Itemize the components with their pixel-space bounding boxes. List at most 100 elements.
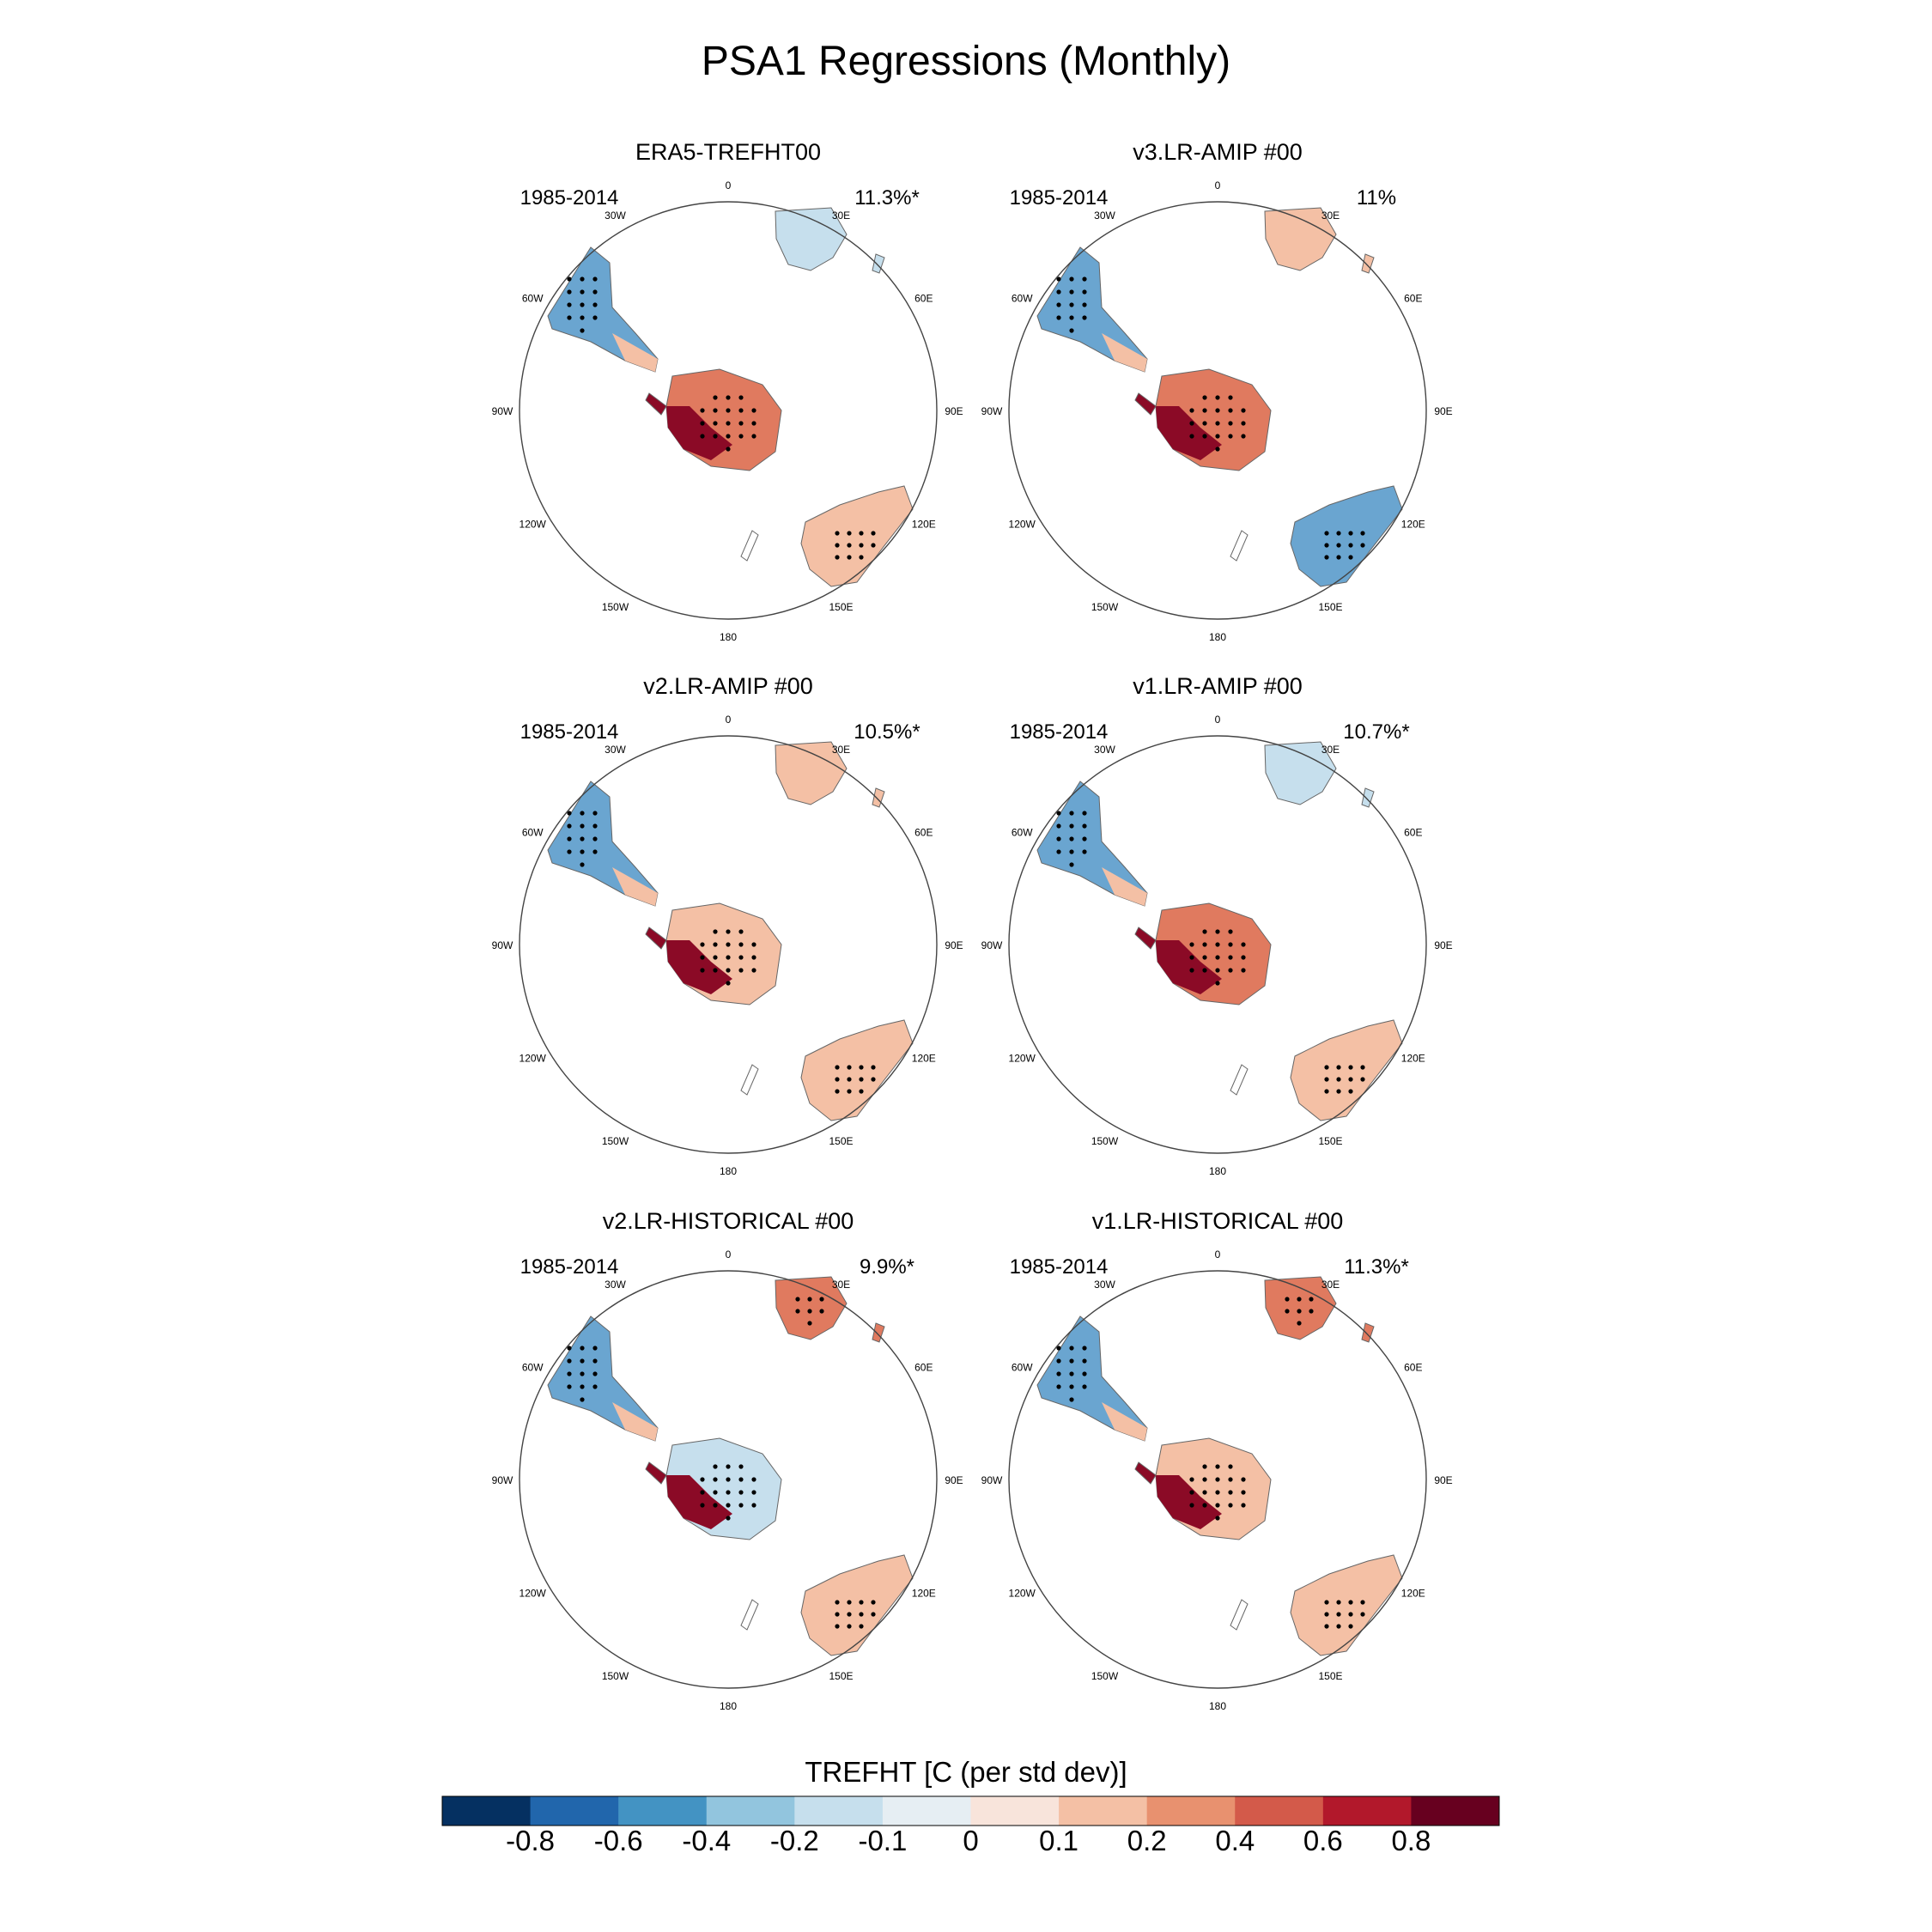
significance-dot [1348, 531, 1353, 536]
panel-1: ERA5-TREFHT00 1985-2014 11.3%* 0 30E 60E 90E 12… [492, 139, 963, 643]
lon-label: 150E [829, 1670, 853, 1682]
significance-dot [1189, 955, 1194, 960]
significance-dot [1082, 823, 1087, 829]
australia [1290, 1554, 1403, 1656]
significance-dot [738, 968, 744, 973]
lon-label: 120W [519, 519, 547, 531]
lon-label: 60E [914, 827, 933, 839]
africa [1264, 1276, 1337, 1340]
significance-dot [567, 836, 572, 841]
significance-dot [847, 1612, 852, 1617]
significance-dot [700, 1490, 705, 1495]
lon-label: 60W [1012, 1362, 1033, 1374]
lon-label: 150E [829, 1135, 853, 1147]
lon-label: 180 [1209, 1700, 1226, 1712]
lon-label: 150W [1091, 1670, 1119, 1682]
significance-dot [738, 1503, 744, 1508]
colorbar-tick-label: 0.1 [1039, 1825, 1078, 1856]
lon-label: 150W [1091, 1135, 1119, 1147]
lon-label: 150W [1091, 601, 1119, 613]
lon-label: 0 [726, 1249, 732, 1261]
significance-dot [1324, 1612, 1329, 1617]
significance-dot [1069, 1384, 1074, 1389]
significance-dot [580, 302, 585, 307]
lon-label: 60E [1404, 1362, 1422, 1374]
significance-dot [1069, 823, 1074, 829]
significance-dot [1348, 1089, 1353, 1094]
significance-dot [580, 289, 585, 295]
significance-dot [1202, 434, 1207, 439]
lon-label: 150E [829, 601, 853, 613]
significance-dot [871, 1600, 876, 1605]
significance-dot [1324, 1624, 1329, 1629]
significance-dot [1215, 395, 1220, 400]
significance-dot [567, 302, 572, 307]
significance-dot [1348, 1065, 1353, 1070]
significance-dot [1336, 1089, 1341, 1094]
significance-dot [1189, 942, 1194, 947]
panel-period: 1985-2014 [520, 1255, 619, 1279]
significance-dot [700, 1477, 705, 1482]
lon-label: 120W [519, 1053, 547, 1065]
significance-dot [1228, 955, 1233, 960]
significance-dot [751, 1490, 756, 1495]
patagonia [612, 1402, 658, 1441]
significance-dot [592, 276, 598, 282]
west-antarctica [666, 940, 732, 994]
significance-dot [1082, 315, 1087, 320]
lon-label: 0 [1215, 714, 1221, 726]
panel-title: v2.LR-HISTORICAL #00 [603, 1208, 854, 1234]
significance-dot [580, 315, 585, 320]
significance-dot [700, 434, 705, 439]
significance-dot [1228, 408, 1233, 413]
madagascar [872, 1322, 885, 1343]
colorbar-tick-label: 0.2 [1127, 1825, 1167, 1856]
lon-label: 150E [1318, 1135, 1342, 1147]
significance-dot [726, 408, 731, 413]
significance-dot [1215, 1516, 1220, 1521]
significance-dot [859, 1065, 864, 1070]
lon-label: 90W [492, 405, 513, 417]
significance-dot [1348, 1600, 1353, 1605]
significance-dot [580, 328, 585, 333]
significance-dot [1241, 434, 1246, 439]
lon-label: 120W [1009, 1588, 1036, 1600]
significance-dot [1189, 1477, 1194, 1482]
significance-dot [713, 395, 718, 400]
significance-dot [738, 408, 744, 413]
significance-dot [1082, 849, 1087, 854]
significance-dot [1336, 555, 1341, 560]
significance-dot [1215, 1490, 1220, 1495]
significance-dot [1069, 1358, 1074, 1364]
west-antarctica [1156, 406, 1222, 460]
significance-dot [1336, 1612, 1341, 1617]
lon-label: 90W [981, 405, 1003, 417]
significance-dot [580, 836, 585, 841]
colorbar-swatch [706, 1796, 795, 1826]
significance-dot [1069, 1371, 1074, 1376]
significance-dot [835, 1624, 840, 1629]
significance-dot [751, 421, 756, 426]
significance-dot [1056, 811, 1061, 816]
colorbar-frame [441, 1795, 1500, 1826]
significance-dot [1082, 302, 1087, 307]
significance-dot [580, 862, 585, 867]
colorbar-tick-label: -0.6 [594, 1825, 643, 1856]
colorbar-swatch [1411, 1796, 1500, 1826]
significance-dot [1241, 1477, 1246, 1482]
lon-label: 90E [1434, 1474, 1452, 1486]
significance-dot [751, 955, 756, 960]
significance-dot [1297, 1297, 1302, 1302]
significance-dot [592, 1358, 598, 1364]
significance-dot [847, 1600, 852, 1605]
panel-variance: 11% [1357, 186, 1396, 210]
significance-dot [1215, 942, 1220, 947]
lon-label: 0 [1215, 179, 1221, 191]
significance-dot [1348, 555, 1353, 560]
lon-label: 60W [522, 827, 544, 839]
antarctic-peninsula [1134, 927, 1157, 950]
panels-grid: ERA5-TREFHT00 1985-2014 11.3%* 0 30E 60E 90E 12… [492, 139, 1453, 1712]
significance-dot [1069, 276, 1074, 282]
significance-dot [1324, 1077, 1329, 1082]
significance-dot [713, 421, 718, 426]
